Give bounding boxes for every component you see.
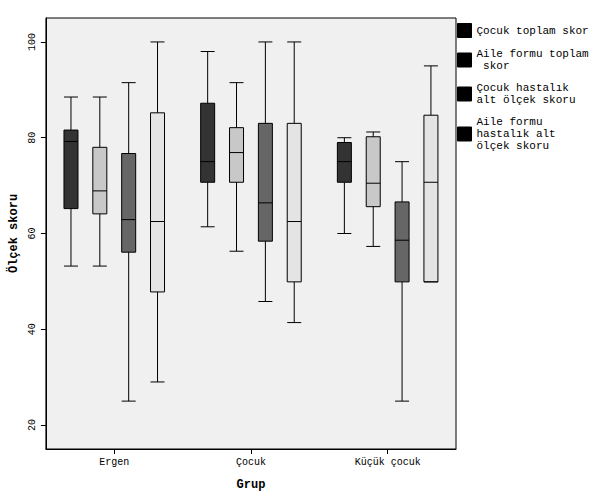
svg-text:Küçük çocuk: Küçük çocuk <box>355 457 421 468</box>
svg-text:80: 80 <box>27 132 38 144</box>
svg-text:alt ölçek skoru: alt ölçek skoru <box>477 94 576 106</box>
svg-text:Grup: Grup <box>237 478 266 492</box>
svg-text:Çocuk hastalık: Çocuk hastalık <box>477 82 576 94</box>
svg-text:100: 100 <box>27 33 38 51</box>
svg-text:Aile formu: Aile formu <box>477 116 550 128</box>
svg-text:20: 20 <box>27 419 38 431</box>
svg-text:ölçek skoru: ölçek skoru <box>477 140 550 152</box>
svg-text:Ölçek skoru: Ölçek skoru <box>5 194 21 273</box>
svg-text:60: 60 <box>27 227 38 239</box>
svg-text:Ergen: Ergen <box>99 457 129 468</box>
svg-text:hastalık alt: hastalık alt <box>477 128 563 140</box>
svg-text:Çocuk: Çocuk <box>236 457 266 468</box>
svg-text:Aile formu toplam: Aile formu toplam <box>477 48 590 60</box>
svg-text:40: 40 <box>27 323 38 335</box>
svg-text:Çocuk toplam skor: Çocuk toplam skor <box>477 25 589 37</box>
svg-text:skor: skor <box>477 60 510 72</box>
